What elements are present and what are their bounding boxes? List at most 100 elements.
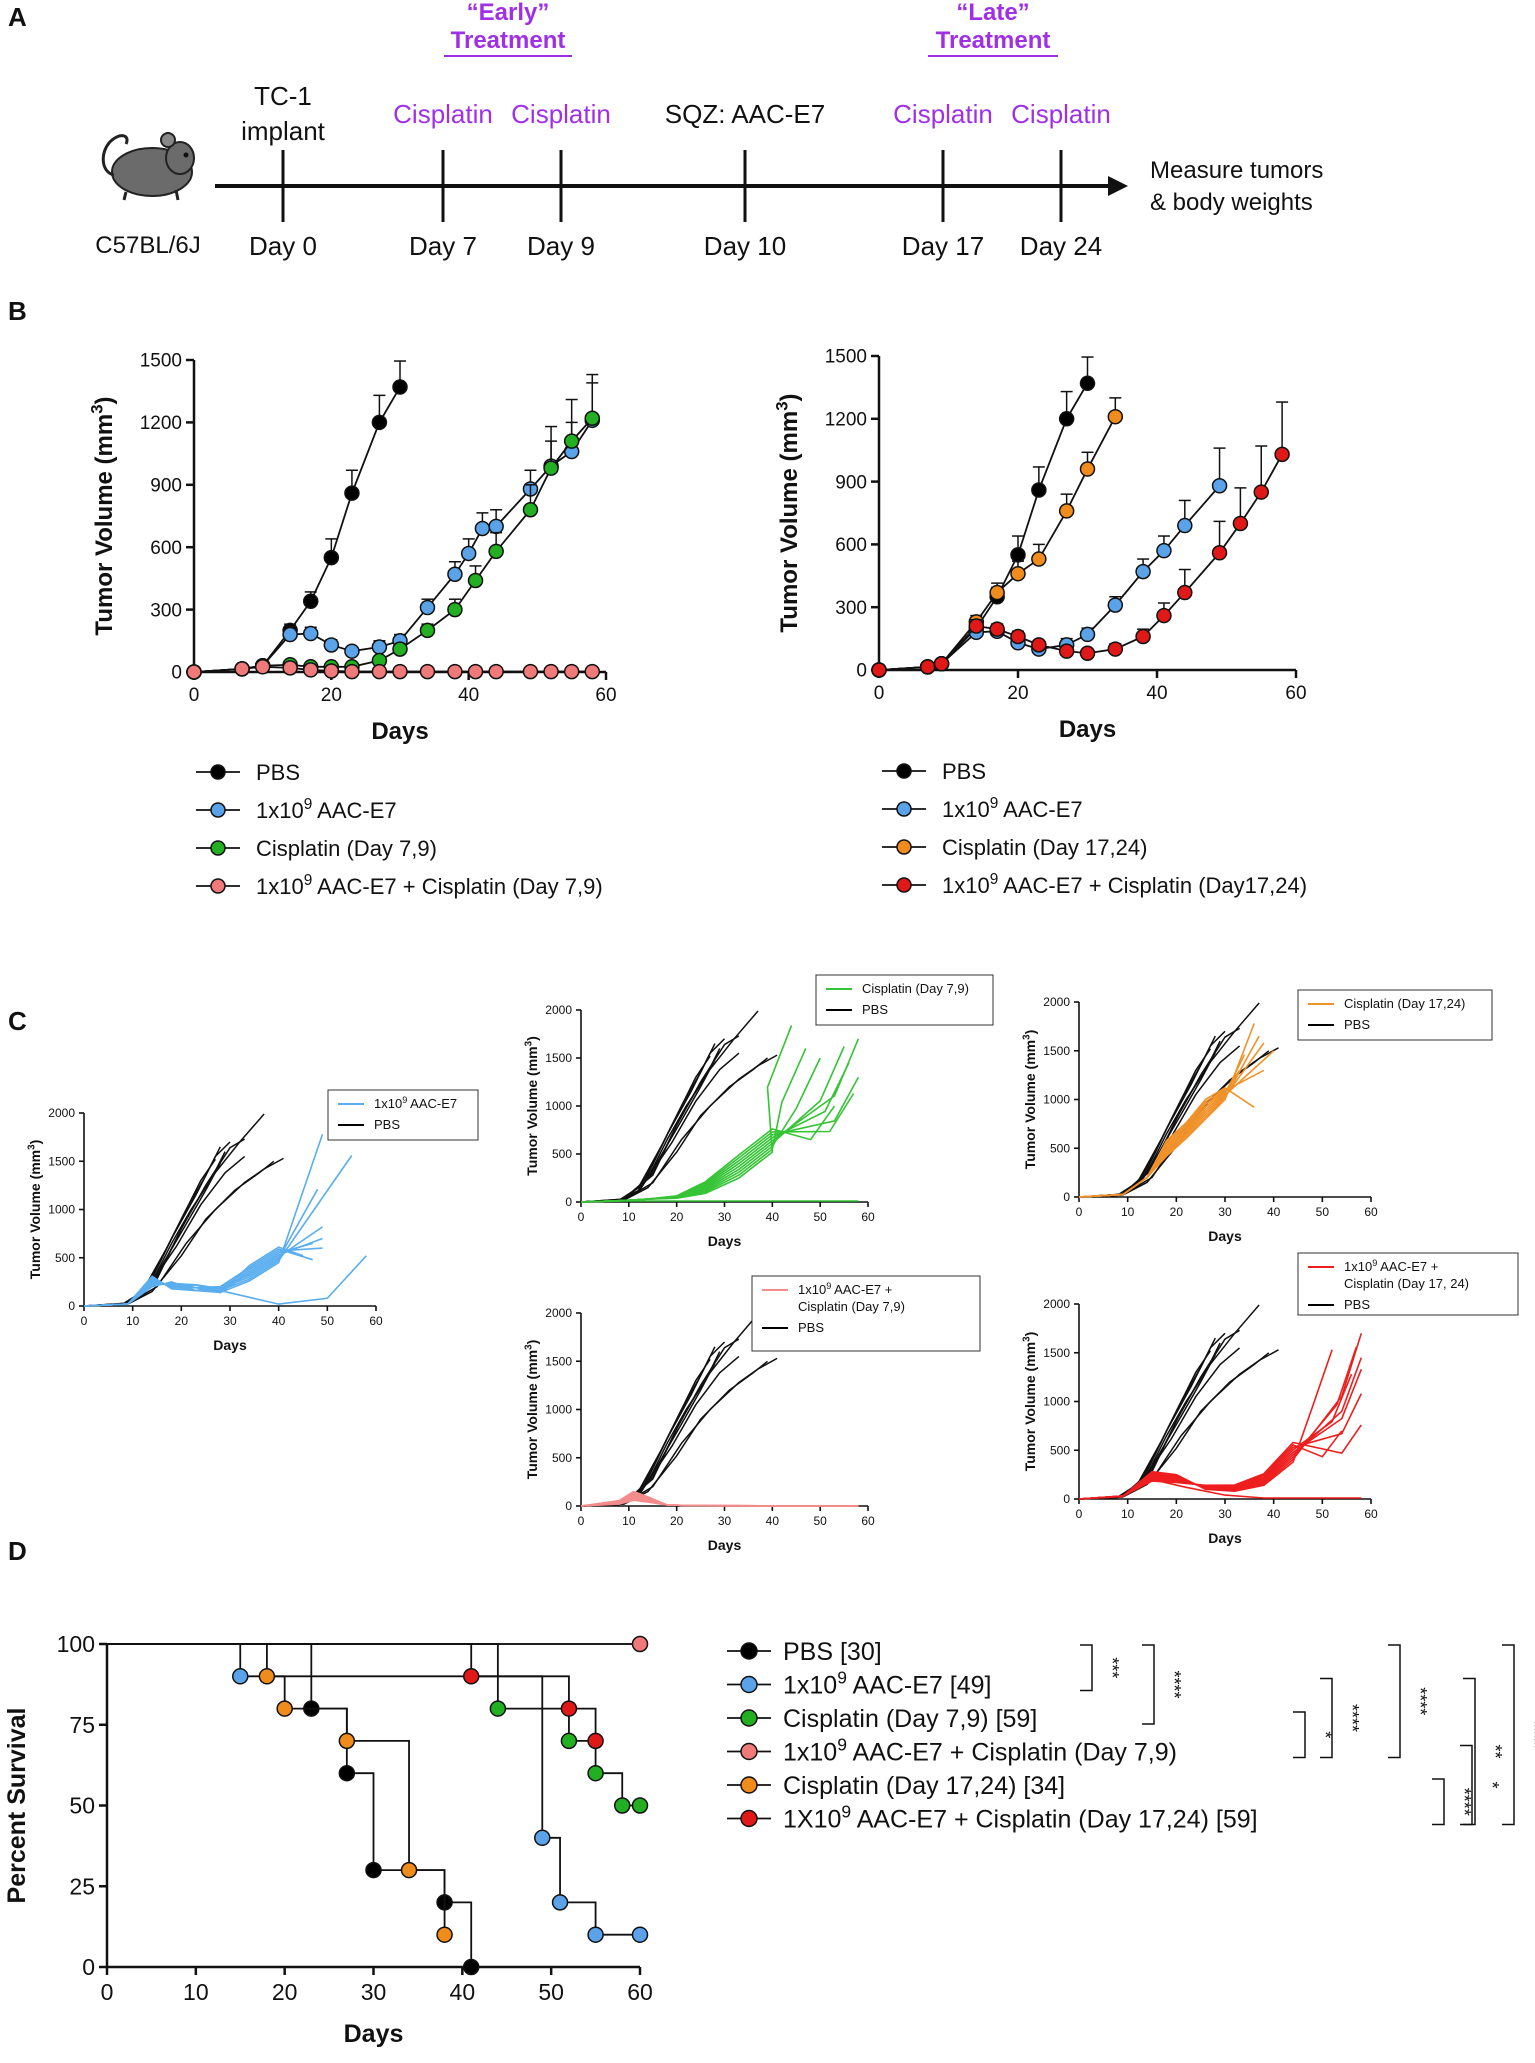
censor-marker <box>489 1700 507 1717</box>
event-label: TC-1 <box>254 81 312 111</box>
y-axis-label: Tumor Volume (mm3) <box>1021 1030 1038 1170</box>
treated-curve <box>1078 1023 1255 1198</box>
treated-curve <box>580 1038 860 1203</box>
x-tick-label: 50 <box>1316 1205 1330 1219</box>
x-tick-label: 0 <box>101 1979 114 2005</box>
data-point <box>323 549 340 566</box>
data-point <box>1079 375 1096 391</box>
data-point <box>419 599 436 616</box>
data-point <box>522 502 539 518</box>
treated-curve <box>83 1247 323 1307</box>
x-tick-label: 40 <box>1267 1507 1281 1521</box>
significance-stars: ** <box>1485 1744 1505 1758</box>
x-tick-label: 10 <box>126 1314 140 1328</box>
bracket <box>1432 1778 1445 1826</box>
y-tick-label: 1500 <box>825 347 867 368</box>
data-point <box>989 621 1005 637</box>
data-point <box>1107 408 1124 425</box>
data-point <box>488 543 504 560</box>
data-point <box>1031 482 1047 498</box>
y-tick-label: 600 <box>835 535 867 556</box>
legend-label: PBS <box>862 1002 888 1017</box>
y-axis-label: Tumor Volume (mm3) <box>26 1140 43 1280</box>
data-point <box>371 414 388 431</box>
event-label: Cisplatin <box>893 99 993 129</box>
data-point <box>323 663 340 679</box>
y-tick-label: 1200 <box>825 409 867 430</box>
data-point <box>392 641 408 657</box>
data-point <box>1031 551 1047 567</box>
treated-curve <box>580 1025 793 1203</box>
data-point <box>371 663 388 680</box>
significance-stars: * <box>1315 1731 1335 1738</box>
event-label: Cisplatin <box>511 99 611 129</box>
data-point <box>1274 446 1290 463</box>
x-tick-label: 60 <box>1364 1205 1378 1219</box>
end-label-1: Measure tumors <box>1150 157 1323 184</box>
x-tick-label: 30 <box>1218 1205 1232 1219</box>
end-label-2: & body weights <box>1150 189 1313 216</box>
series-cis_early <box>186 373 601 680</box>
significance-stars: *** <box>1102 1657 1122 1678</box>
pbs-curve <box>580 1355 740 1507</box>
legend: Cisplatin (Day 17,24) PBS <box>1297 989 1493 1041</box>
significance-brackets: *************************** <box>1080 1644 1535 1826</box>
y-tick-label: 0 <box>565 1499 572 1513</box>
pbs-curve <box>580 1038 726 1203</box>
censor-marker <box>400 1861 418 1879</box>
data-point <box>1079 645 1096 662</box>
pbs-curve <box>580 1341 726 1507</box>
treated-curve <box>83 1133 324 1307</box>
significance-stars: **** <box>1454 1788 1474 1816</box>
x-tick-label: 10 <box>622 1514 636 1528</box>
y-tick-label: 1000 <box>48 1203 75 1217</box>
x-tick-label: 30 <box>1218 1507 1232 1521</box>
data-point <box>563 433 580 449</box>
legend-label: 1x109 AAC-E7 <box>942 795 1083 822</box>
data-point <box>563 663 580 680</box>
pbs-curve <box>580 1054 778 1203</box>
data-point <box>1135 628 1151 645</box>
significance-stars: **** <box>1164 1670 1184 1698</box>
censor-marker <box>436 1926 453 1943</box>
x-tick-label: 60 <box>595 685 616 706</box>
data-point <box>392 379 408 395</box>
legend-label: PBS [30] <box>783 1638 882 1666</box>
pbs-curve <box>1078 1047 1279 1198</box>
data-point <box>543 460 559 476</box>
y-axis-label: Tumor Volume (mm3) <box>523 1340 540 1480</box>
legend-label: PBS <box>374 1117 400 1132</box>
x-tick-label: 0 <box>1076 1507 1083 1521</box>
x-tick-label: 30 <box>361 1979 387 2005</box>
data-point <box>1010 628 1026 645</box>
legend-label: 1x109 AAC-E7 <box>374 1095 457 1111</box>
pbs-curve <box>1078 1045 1241 1198</box>
censor-marker <box>365 1861 382 1879</box>
y-tick-label: 300 <box>150 600 182 621</box>
data-point <box>1058 503 1075 519</box>
y-tick-label: 0 <box>1063 1190 1070 1204</box>
legend-box <box>815 974 994 1026</box>
legend-box <box>327 1089 479 1141</box>
event-day: Day 24 <box>1020 231 1102 261</box>
bracket <box>1320 1677 1333 1759</box>
legend-label: PBS <box>256 760 300 785</box>
data-point <box>467 572 484 589</box>
y-tick-label: 2000 <box>1043 1297 1070 1311</box>
data-point <box>933 655 950 672</box>
treated-curve <box>1078 1069 1241 1198</box>
series-line <box>193 419 594 673</box>
data-point <box>282 626 298 643</box>
data-point <box>447 566 463 582</box>
censor-marker <box>613 1797 631 1814</box>
data-point <box>344 485 360 501</box>
y-tick-label: 0 <box>1063 1492 1070 1506</box>
data-point <box>302 662 319 678</box>
censor-marker <box>551 1894 569 1911</box>
data-point <box>1135 563 1151 580</box>
data-point <box>447 663 463 680</box>
legend: 1x109 AAC-E7 + Cisplatin (Day 7,9) PBS <box>751 1275 981 1352</box>
x-tick-label: 50 <box>321 1314 335 1328</box>
treated-curve <box>1078 1393 1363 1500</box>
